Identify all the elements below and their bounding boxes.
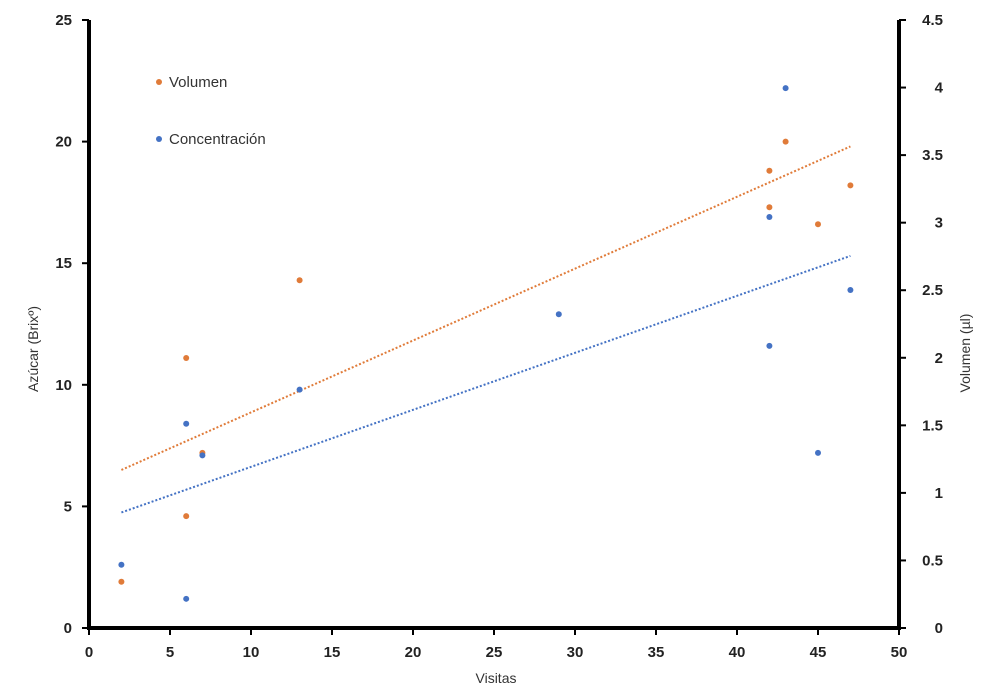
left-y-tick-label: 15	[55, 255, 72, 272]
data-point-concentracion	[782, 85, 789, 92]
legend-marker-volumen	[156, 79, 162, 85]
points-layer	[118, 85, 854, 602]
right-y-tick-label: 1.5	[922, 417, 943, 434]
x-tick-label: 25	[486, 644, 503, 661]
legend: Volumen Concentración	[156, 74, 266, 148]
data-point-volumen	[766, 204, 773, 211]
tick-labels-layer: 0 5 10 15 20 25 30 35 40 45 50 0 5 10 15 20 25 0 0.5 1 1.5 2 2…	[55, 12, 943, 661]
x-tick-label: 30	[567, 644, 584, 661]
data-point-concentracion	[847, 286, 854, 293]
data-point-volumen	[766, 167, 773, 174]
data-point-concentracion	[183, 595, 190, 602]
right-y-tick-label: 3	[935, 215, 943, 232]
x-tick-label: 45	[810, 644, 827, 661]
trendlines-layer	[120, 145, 851, 514]
left-y-tick-label: 10	[55, 377, 72, 394]
x-tick-label: 10	[243, 644, 260, 661]
right-y-tick-label: 3.5	[922, 147, 943, 164]
data-point-concentracion	[815, 449, 821, 456]
legend-marker-concentracion	[156, 136, 162, 142]
x-tick-label: 50	[891, 644, 908, 661]
trendline-concentracion	[121, 254, 851, 514]
legend-label-concentracion: Concentración	[169, 131, 266, 148]
data-point-concentracion	[555, 311, 562, 318]
right-y-axis-title: Volumen (µl)	[957, 314, 973, 393]
left-y-tick-label: 20	[55, 134, 72, 151]
x-tick-label: 0	[85, 644, 93, 661]
right-y-tick-label: 1	[935, 485, 943, 502]
data-point-concentracion	[766, 213, 773, 220]
right-y-tick-label: 2	[935, 350, 943, 367]
left-y-tick-label: 5	[64, 498, 72, 515]
data-point-volumen	[296, 277, 303, 284]
data-point-concentracion	[199, 452, 206, 459]
data-point-concentracion	[296, 386, 303, 393]
x-axis-title: Visitas	[476, 670, 517, 686]
data-point-volumen	[183, 355, 190, 362]
data-point-concentracion	[118, 561, 125, 568]
x-tick-label: 5	[166, 644, 174, 661]
data-point-volumen	[815, 221, 821, 228]
x-tick-label: 40	[729, 644, 746, 661]
data-point-volumen	[118, 578, 125, 585]
legend-label-volumen: Volumen	[169, 74, 227, 91]
right-y-tick-label: 0	[935, 620, 943, 637]
data-point-concentracion	[766, 342, 773, 349]
right-y-tick-label: 4.5	[922, 12, 943, 29]
left-y-tick-label: 25	[55, 12, 72, 29]
data-point-volumen	[183, 513, 190, 520]
right-y-tick-label: 0.5	[922, 552, 943, 569]
data-point-volumen	[782, 138, 789, 145]
data-point-volumen	[847, 182, 854, 189]
axes-layer	[82, 19, 906, 635]
right-y-tick-label: 4	[935, 80, 944, 97]
x-tick-label: 35	[648, 644, 665, 661]
x-tick-label: 15	[324, 644, 341, 661]
trendline-volumen	[120, 145, 851, 471]
data-point-concentracion	[183, 420, 190, 427]
left-y-tick-label: 0	[64, 620, 72, 637]
x-tick-label: 20	[405, 644, 422, 661]
left-y-axis-title: Azúcar (Brixº)	[25, 306, 41, 392]
right-y-tick-label: 2.5	[922, 282, 943, 299]
